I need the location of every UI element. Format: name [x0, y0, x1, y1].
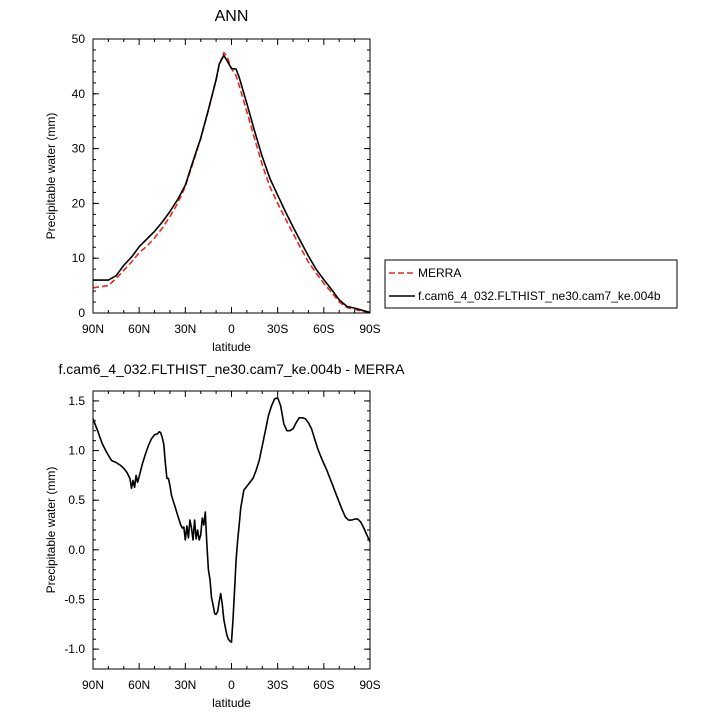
y-tick-label: -1.0: [64, 642, 85, 656]
x-tick-label: 90S: [359, 322, 380, 336]
x-tick-label: 90N: [82, 678, 104, 692]
x-tick-label: 60N: [128, 322, 150, 336]
x-tick-label: 90S: [359, 678, 380, 692]
x-tick-label: 0: [228, 322, 235, 336]
series-line-1: [92, 397, 371, 643]
x-tick-label: 60S: [313, 322, 334, 336]
legend-box: [384, 259, 678, 309]
legend: [384, 259, 678, 309]
y-axis-label: Precipitable water (mm): [44, 467, 58, 594]
y-tick-label: 50: [72, 32, 86, 46]
x-tick-label: 30S: [267, 678, 288, 692]
plot-frame: [92, 38, 371, 314]
x-tick-label: 30S: [267, 322, 288, 336]
y-tick-label: -0.5: [64, 593, 85, 607]
x-axis-label: latitude: [212, 696, 251, 710]
y-tick-label: 10: [72, 251, 86, 265]
y-tick-label: 1.5: [68, 394, 85, 408]
chart-title: f.cam6_4_032.FLTHIST_ne30.cam7_ke.004b -…: [58, 361, 405, 377]
series-line-2: [93, 54, 371, 314]
x-tick-label: 60S: [313, 678, 334, 692]
y-tick-label: 40: [72, 87, 86, 101]
y-tick-label: 0.5: [68, 493, 85, 507]
y-tick-label: 0: [78, 306, 85, 320]
y-tick-label: 1.0: [68, 444, 85, 458]
plot-frame: [92, 390, 371, 670]
y-tick-label: 30: [72, 142, 86, 156]
series-line-1: [92, 51, 371, 313]
legend-entry-2: f.cam6_4_032.FLTHIST_ne30.cam7_ke.004b: [418, 289, 661, 303]
x-axis-label: latitude: [212, 340, 251, 354]
legend-entry-1: MERRA: [418, 266, 461, 280]
x-tick-label: 90N: [82, 322, 104, 336]
y-tick-label: 20: [72, 196, 86, 210]
y-tick-label: 0.0: [68, 543, 85, 557]
x-tick-label: 0: [228, 678, 235, 692]
panel-1: [92, 38, 371, 314]
chart-title: ANN: [215, 8, 249, 25]
x-tick-label: 30N: [174, 678, 196, 692]
panel-2: [92, 390, 371, 670]
x-tick-label: 30N: [174, 322, 196, 336]
y-axis-label: Precipitable water (mm): [44, 113, 58, 240]
x-tick-label: 60N: [128, 678, 150, 692]
